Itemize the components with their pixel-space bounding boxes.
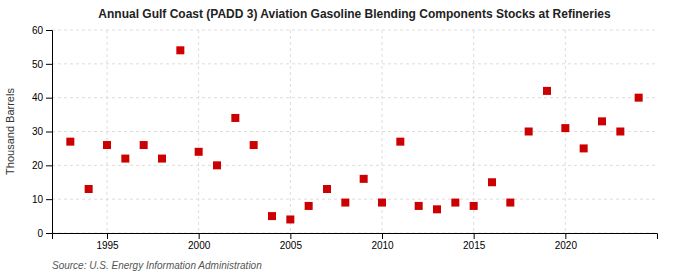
x-tick: 2010 (371, 233, 394, 251)
point (103, 141, 111, 149)
point (66, 138, 74, 146)
y-tick-mark (46, 233, 52, 234)
y-axis: 0 10 20 30 40 50 60 (32, 25, 53, 239)
point (525, 128, 533, 136)
source-note: Source: U.S. Energy Information Administ… (52, 260, 262, 271)
x-tick-mark (107, 233, 108, 239)
x-tick-label: 2015 (463, 240, 486, 251)
grid-line-x (198, 30, 199, 233)
point (360, 175, 368, 183)
x-tick: 2015 (463, 233, 486, 251)
grid (52, 30, 657, 233)
point (305, 202, 313, 210)
x-tick-label: 2000 (188, 240, 211, 251)
point (470, 202, 478, 210)
y-tick-mark (46, 165, 52, 166)
y-tick-label: 50 (32, 59, 44, 70)
grid-line-x (290, 30, 291, 233)
y-tick-mark (46, 199, 52, 200)
point (488, 178, 496, 186)
x-tick-mark (382, 233, 383, 239)
y-tick-label: 60 (32, 25, 44, 36)
y-tick: 0 (37, 228, 52, 239)
point (415, 202, 423, 210)
x-tick-mark (199, 233, 200, 239)
y-tick: 60 (32, 25, 52, 36)
point (250, 141, 258, 149)
point (213, 161, 221, 169)
y-tick-label: 20 (32, 160, 44, 171)
x-tick: 1995 (96, 233, 119, 251)
y-tick: 50 (32, 59, 52, 70)
y-tick-mark (46, 132, 52, 133)
grid-line-y (52, 199, 657, 200)
plot-area: 1995 2000 2005 2010 2015 2020 0 10 20 30 40 50 60 (32, 25, 658, 251)
grid-line-y (52, 97, 657, 98)
y-tick-mark (46, 64, 52, 65)
x-tick-label: 2005 (280, 240, 303, 251)
x-tick-label: 2010 (371, 240, 394, 251)
point (341, 199, 349, 207)
point (451, 199, 459, 207)
point (140, 141, 148, 149)
points (66, 46, 642, 223)
point (635, 94, 643, 102)
point (176, 46, 184, 54)
x-tick-label: 2020 (555, 240, 578, 251)
point (121, 155, 129, 163)
y-tick-label: 40 (32, 92, 44, 103)
point (580, 144, 588, 152)
point (378, 199, 386, 207)
chart-container: 1995 2000 2005 2010 2015 2020 0 10 20 30 40 50 60 Ann… (0, 0, 675, 275)
point (286, 215, 294, 223)
x-axis-line (53, 234, 658, 240)
y-tick: 10 (32, 194, 52, 205)
x-tick: 2000 (188, 233, 211, 251)
grid-line-y (52, 30, 657, 31)
point (396, 138, 404, 146)
y-tick-mark (46, 30, 52, 31)
y-tick: 20 (32, 160, 52, 171)
point (195, 148, 203, 156)
point (561, 124, 569, 132)
point (158, 155, 166, 163)
x-tick-mark (290, 233, 291, 239)
y-tick-label: 0 (37, 228, 43, 239)
y-tick: 40 (32, 92, 52, 103)
y-tick: 30 (32, 126, 52, 137)
y-axis-line (46, 31, 53, 234)
point (616, 128, 624, 136)
point (506, 199, 514, 207)
chart-svg: 1995 2000 2005 2010 2015 2020 0 10 20 30 40 50 60 Ann… (0, 0, 675, 275)
grid-line-x (107, 30, 108, 233)
y-axis-title: Thousand Barrels (4, 88, 16, 175)
point (323, 185, 331, 193)
point (231, 114, 239, 122)
x-tick-label: 1995 (96, 240, 119, 251)
x-tick-mark (565, 233, 566, 239)
grid-line-y (52, 165, 657, 166)
y-tick-label: 30 (32, 126, 44, 137)
y-tick-mark (46, 98, 52, 99)
title: Annual Gulf Coast (PADD 3) Aviation Gaso… (98, 7, 611, 21)
x-tick-mark (474, 233, 475, 239)
x-axis: 1995 2000 2005 2010 2015 2020 (53, 233, 658, 251)
point (268, 212, 276, 220)
point (598, 117, 606, 125)
point (85, 185, 93, 193)
point (543, 87, 551, 95)
point (433, 205, 441, 213)
grid-line-y (52, 63, 657, 64)
y-tick-label: 10 (32, 194, 44, 205)
x-tick: 2005 (280, 233, 303, 251)
x-tick: 2020 (555, 233, 578, 251)
